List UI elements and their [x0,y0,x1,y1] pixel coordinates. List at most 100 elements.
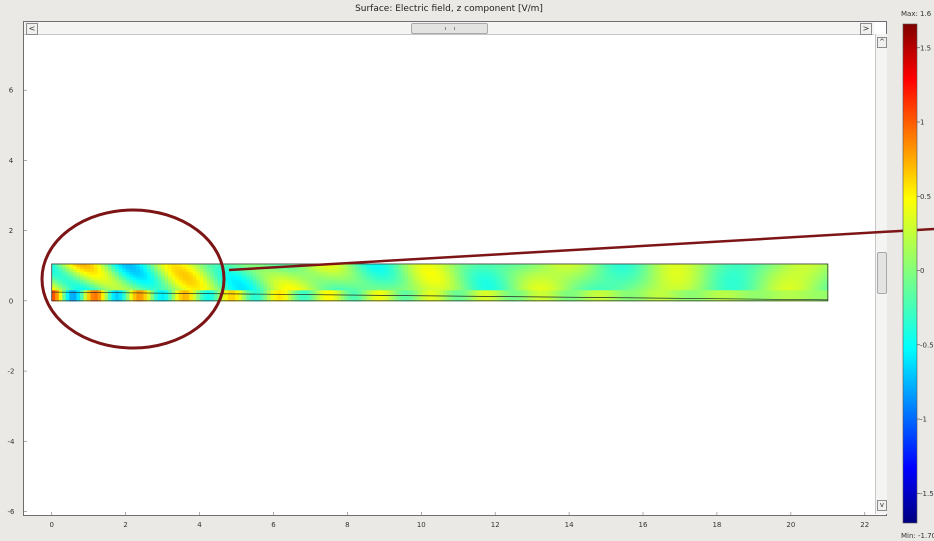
field-cell [662,295,667,299]
field-cell [411,287,416,291]
field-cell [714,269,720,273]
field-cell [298,277,303,281]
field-cell [563,282,568,286]
field-cell [446,277,451,281]
scroll-up-button[interactable]: ^ [877,37,887,48]
field-cell [210,292,215,297]
field-cell [217,292,222,297]
field-cell [108,287,113,291]
field-cell [743,271,748,276]
field-cell [379,271,384,276]
field-cell [415,263,420,268]
field-cell [573,279,578,283]
field-cell [542,298,547,302]
field-cell [584,277,589,281]
field-cell [471,269,476,273]
field-cell [771,279,776,283]
field-cell [732,271,737,276]
field-cell [559,290,564,294]
field-cell [489,290,494,294]
field-cell [259,271,264,276]
field-cell [168,290,173,294]
field-cell [298,290,303,294]
field-cell [496,269,501,273]
field-cell [669,279,674,283]
scroll-right-button[interactable]: > [860,23,872,35]
field-cell [757,282,762,286]
field-cell [383,269,388,273]
field-cell [333,266,339,270]
field-cell [612,277,617,281]
field-cell [171,266,176,270]
field-cell [789,263,794,268]
field-cell [654,285,660,289]
field-cell [157,285,162,289]
field-cell [549,285,554,289]
field-cell [824,287,829,291]
field-cell [238,269,243,273]
field-cell [616,282,621,286]
field-cell [129,292,134,297]
field-cell [400,292,406,297]
field-cell [383,292,388,297]
field-cell [161,295,166,299]
field-cell [143,282,148,286]
field-cell [619,269,624,273]
vertical-scrollbar[interactable]: ^ v [875,34,887,514]
field-cell [150,269,155,273]
field-cell [616,271,621,276]
field-cell [609,263,614,268]
field-cell [62,277,67,281]
field-cell [288,274,293,278]
field-cell [510,277,515,281]
field-cell [669,282,674,286]
field-cell [83,269,88,273]
scroll-down-button[interactable]: v [877,500,887,511]
field-cell [577,290,582,294]
field-cell [513,274,518,278]
horizontal-scrollbar[interactable]: < > [24,22,874,35]
field-cell [524,271,529,276]
field-cell [104,292,109,297]
field-cell [612,271,617,276]
field-cell [316,290,321,294]
field-cell [132,292,137,297]
field-cell [623,282,628,286]
field-cell [115,274,120,278]
field-cell [224,290,229,294]
field-cell [482,279,487,283]
field-cell [524,298,529,302]
vertical-scroll-thumb[interactable] [877,252,887,294]
field-cell [453,279,458,283]
field-cell [185,285,190,289]
field-cell [598,266,603,270]
field-cell [139,290,145,294]
field-cell [291,285,296,289]
field-cell [602,287,607,291]
scroll-left-button[interactable]: < [26,23,38,35]
field-cell [693,298,698,302]
field-cell [602,279,607,283]
field-cell [644,298,649,302]
field-cell [415,285,420,289]
field-cell [753,271,758,276]
field-cell [799,263,804,268]
field-cell [690,274,695,278]
horizontal-scroll-thumb[interactable] [411,23,488,34]
field-cell [376,282,381,286]
field-cell [235,266,240,270]
field-cell [623,298,628,302]
field-cell [256,290,261,294]
field-cell [633,279,638,283]
field-cell [612,298,617,302]
field-cell [245,279,250,283]
field-cell [651,292,656,297]
field-cell [79,290,85,294]
field-cell [803,287,808,291]
field-cell [51,298,56,302]
field-cell [263,269,268,273]
field-cell [524,266,529,270]
field-cell [245,285,250,289]
field-cell [55,279,60,283]
field-cell [517,277,522,281]
